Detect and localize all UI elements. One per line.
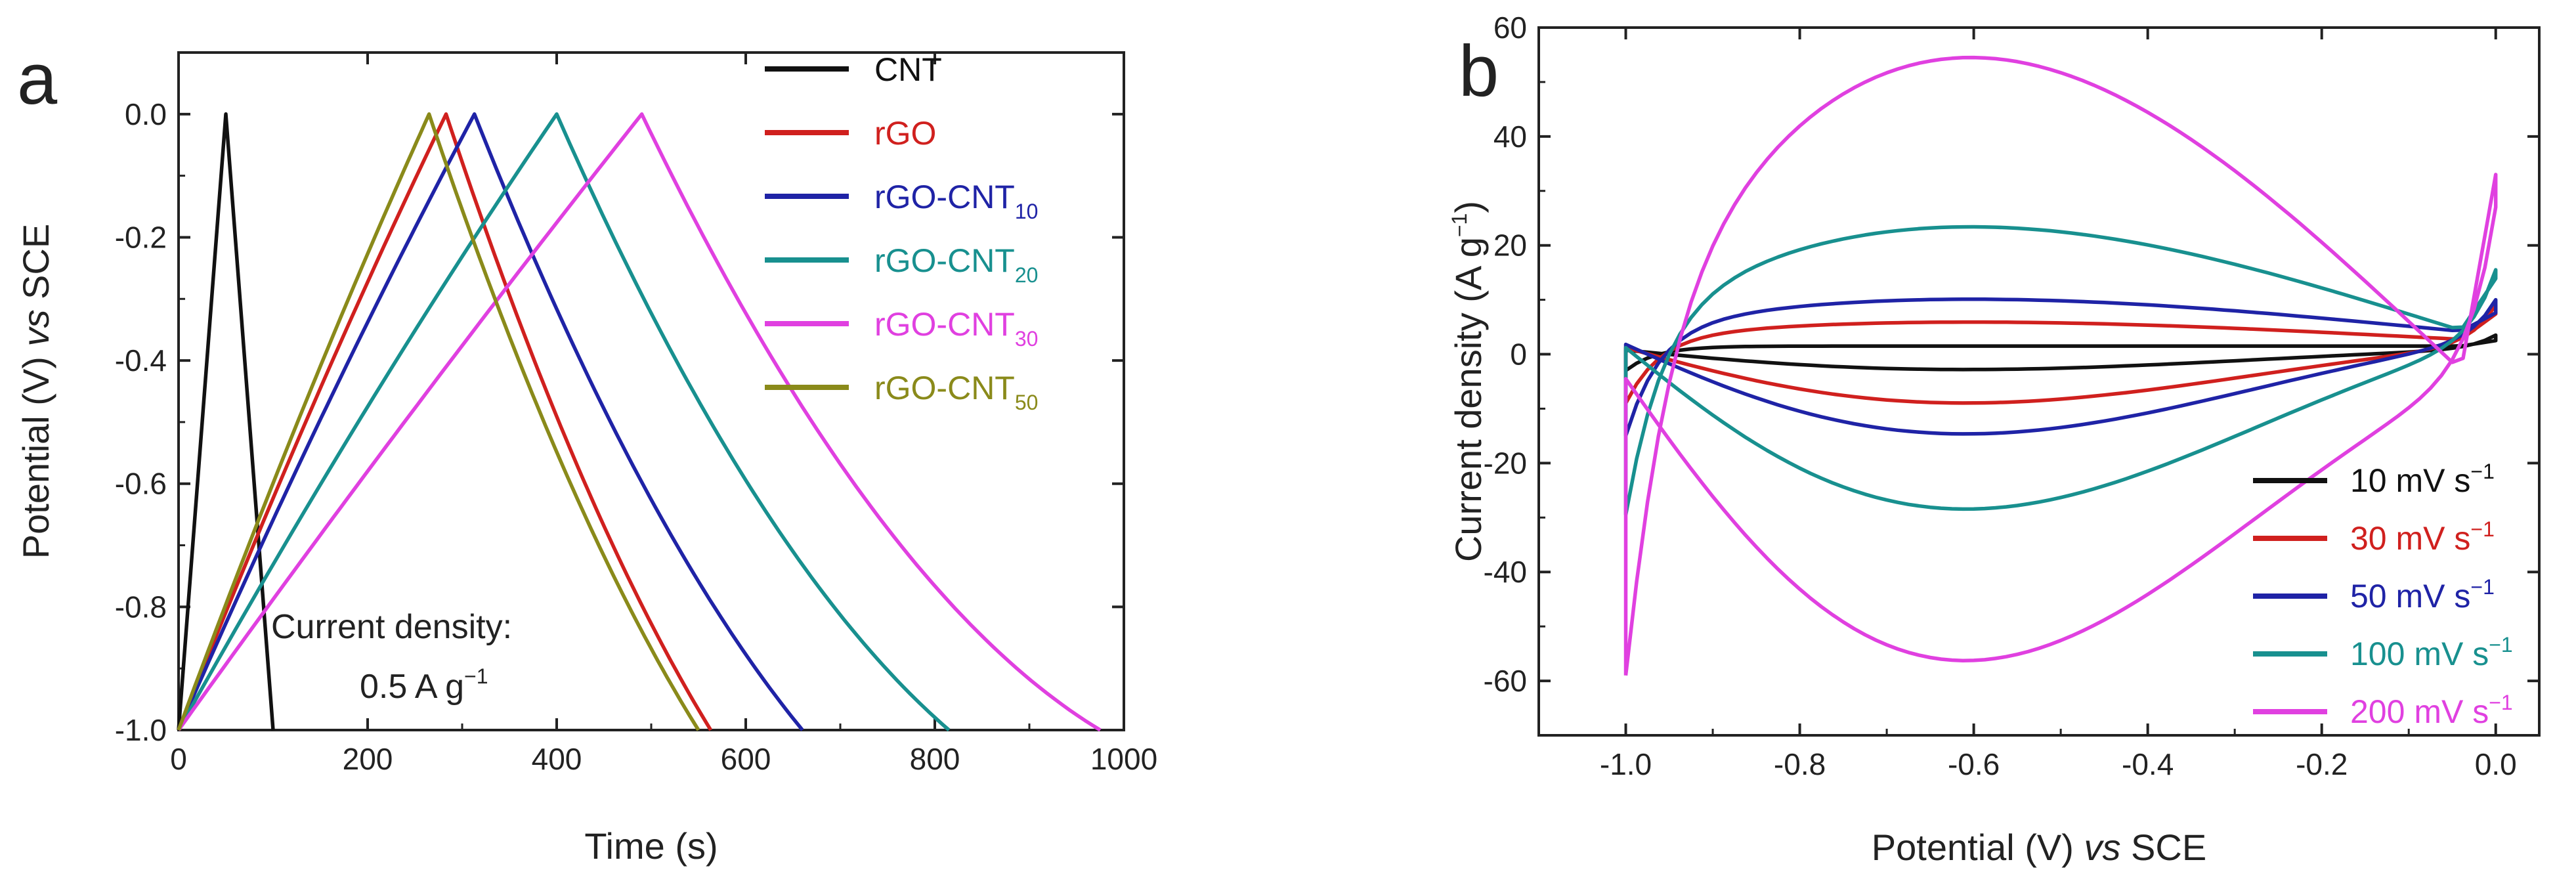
legend-sup: −1 (2489, 691, 2512, 714)
series-line-5 (177, 112, 1102, 732)
y-axis: 0.0 -0.2 -0.4 -0.6 -0.8 -1.0 (115, 97, 1124, 747)
x-tick-label: 800 (910, 742, 960, 776)
x-axis-title-italic: vs (2084, 827, 2121, 868)
x-axis: 0 200 400 600 800 1000 (170, 53, 1157, 776)
y-axis-title-sup: −1 (1448, 213, 1471, 237)
legend-label: rGO-CNT50 (874, 370, 1038, 414)
legend-name: 10 mV s (2350, 462, 2470, 499)
y-tick-label: 20 (1493, 228, 1527, 263)
legend-name: rGO-CNT (874, 242, 1015, 279)
annotation-line-1: Current density: (271, 608, 512, 646)
x-axis: -1.0 -0.8 -0.6 -0.4 -0.2 0.0 (1600, 28, 2517, 781)
x-tick-label: -0.8 (1774, 747, 1826, 781)
plot-frame (1537, 26, 2541, 737)
legend-subscript: 20 (1015, 263, 1039, 287)
legend-subscript: 30 (1015, 327, 1039, 351)
legend-label: rGO-CNT30 (874, 306, 1038, 351)
x-tick-label: 600 (721, 742, 771, 776)
x-tick-label: 400 (532, 742, 582, 776)
y-axis-title-part: Potential (V) (15, 347, 56, 559)
y-axis-title-part: SCE (15, 224, 56, 310)
legend-label: rGO-CNT10 (874, 179, 1038, 223)
legend-sup: −1 (2470, 517, 2494, 541)
legend: CNTrGOrGO-CNT10rGO-CNT20rGO-CNT30rGO-CNT… (765, 51, 1038, 414)
y-tick-label: 60 (1493, 11, 1527, 45)
y-tick-label: 0 (1510, 337, 1527, 372)
x-axis-title: Time (s) (584, 825, 718, 867)
x-tick-label: 1000 (1090, 742, 1157, 776)
y-tick-label: -0.6 (115, 467, 167, 501)
legend-name: CNT (874, 51, 942, 88)
series-line-4 (177, 112, 951, 732)
legend-label: CNT (874, 51, 942, 88)
series-line-6 (177, 112, 700, 731)
y-axis-title: Current density (A g−1) (1448, 201, 1489, 562)
panel-label-b: b (1459, 31, 1499, 112)
legend-label: 50 mV s−1 (2350, 575, 2495, 615)
y-axis-title-italic: vs (15, 310, 56, 347)
legend-sup: −1 (2489, 633, 2512, 657)
y-tick-label: -40 (1484, 555, 1527, 589)
legend-name: 200 mV s (2350, 693, 2489, 730)
y-tick-label: -1.0 (115, 713, 167, 747)
annotation-text: 0.5 A g (360, 668, 464, 706)
cv-loop-3 (1623, 297, 2498, 437)
legend-name: 100 mV s (2350, 636, 2489, 672)
annotation-sup: −1 (464, 664, 488, 688)
legend-label: 30 mV s−1 (2350, 517, 2495, 557)
series-line-2 (177, 112, 713, 731)
legend-subscript: 50 (1015, 391, 1039, 414)
x-tick-label: -0.2 (2296, 747, 2348, 781)
y-tick-label: 40 (1493, 119, 1527, 154)
panel-label-a: a (17, 39, 58, 119)
legend-name: 50 mV s (2350, 578, 2470, 615)
y-axis-title-close: ) (1448, 201, 1489, 213)
legend-name: 30 mV s (2350, 520, 2470, 557)
panel-b-cv-chart: -1.0 -0.8 -0.6 -0.4 -0.2 0.0 60 40 20 0 -20 -40 -60 P… (1448, 11, 2541, 868)
y-tick-label: -0.2 (115, 220, 167, 254)
x-axis-title: Potential (V) vs SCE (1872, 827, 2206, 868)
legend-label: rGO (874, 115, 936, 152)
legend-name: rGO-CNT (874, 179, 1015, 215)
series-line-1 (177, 112, 275, 731)
legend-name: rGO (874, 115, 936, 152)
legend-sup: −1 (2470, 575, 2494, 599)
y-axis: 60 40 20 0 -20 -40 -60 (1484, 11, 2539, 698)
x-tick-label: 0.0 (2475, 747, 2517, 781)
legend-label: 200 mV s−1 (2350, 691, 2513, 730)
annotation: Current density: 0.5 A g−1 (271, 608, 512, 706)
legend-name: rGO-CNT (874, 370, 1015, 406)
x-axis-title-part: SCE (2121, 827, 2207, 868)
y-tick-label: -0.8 (115, 590, 167, 624)
x-tick-label: -0.6 (1948, 747, 2000, 781)
legend-sup: −1 (2470, 460, 2494, 483)
y-tick-label: -20 (1484, 446, 1527, 480)
y-tick-label: 0.0 (125, 97, 167, 131)
x-tick-label: -0.4 (2122, 747, 2174, 781)
y-tick-label: -0.4 (115, 343, 167, 378)
x-tick-label: 0 (170, 742, 187, 776)
annotation-line-2: 0.5 A g−1 (360, 664, 488, 706)
series-line-3 (177, 112, 804, 731)
x-tick-label: 200 (343, 742, 393, 776)
legend-label: 100 mV s−1 (2350, 633, 2513, 672)
panel-a-gcd-chart: 0 200 400 600 800 1000 0.0 -0.2 -0.4 -0.6 -0.8 -1.0… (15, 39, 1157, 867)
x-axis-title-part: Potential (V) (1872, 827, 2084, 868)
legend-label: 10 mV s−1 (2350, 460, 2495, 499)
series-group (1623, 55, 2498, 676)
x-tick-label: -1.0 (1600, 747, 1652, 781)
cv-loop-1 (1623, 333, 2498, 372)
y-tick-label: -60 (1484, 664, 1527, 698)
series-group (177, 112, 1102, 732)
legend-label: rGO-CNT20 (874, 242, 1038, 287)
legend-name: rGO-CNT (874, 306, 1015, 343)
cv-loop-4 (1623, 225, 2498, 515)
y-axis-title-part: Current density (A g (1448, 237, 1489, 562)
cv-loop-5 (1623, 55, 2498, 676)
y-axis-title: Potential (V) vs SCE (15, 224, 56, 559)
legend-subscript: 10 (1015, 200, 1039, 223)
